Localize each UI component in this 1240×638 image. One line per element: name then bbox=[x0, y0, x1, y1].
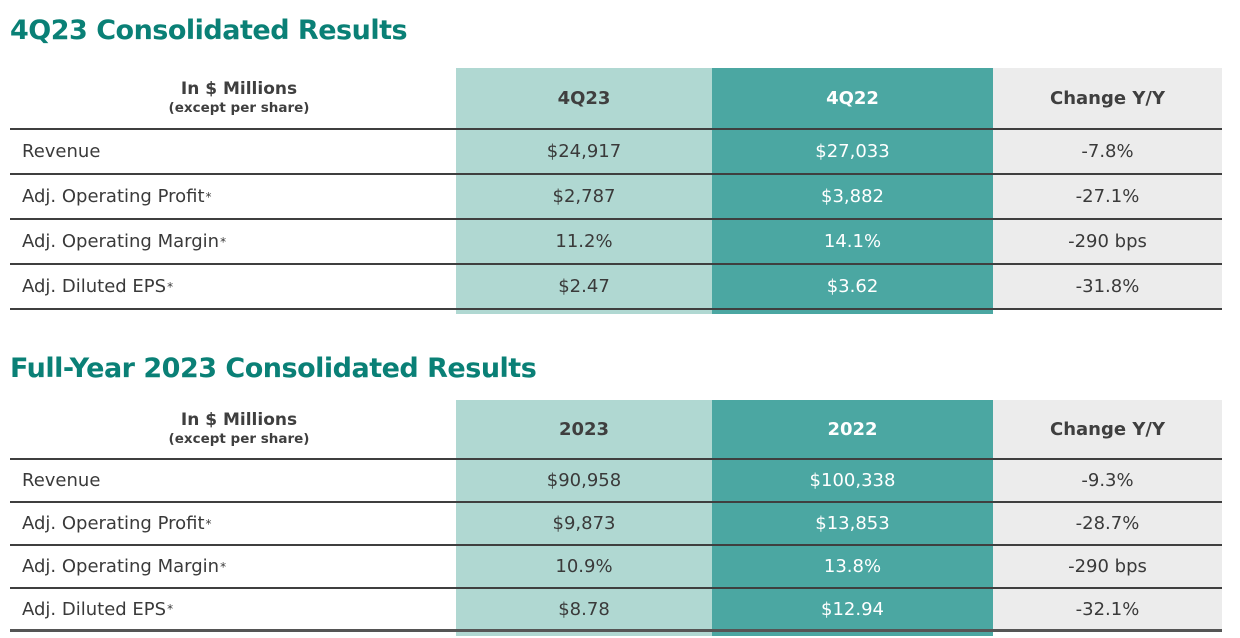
metric-label: Revenue bbox=[10, 130, 456, 173]
current-value: $8.78 bbox=[456, 589, 712, 629]
change-value: -290 bps bbox=[993, 546, 1222, 587]
prior-value: $3.62 bbox=[712, 265, 993, 308]
prior-value: $27,033 bbox=[712, 130, 993, 173]
table-row: Adj. Operating Margin * 10.9% 13.8% -290 … bbox=[10, 546, 1222, 589]
col-header-change: Change Y/Y bbox=[993, 68, 1222, 128]
metric-label: Adj. Diluted EPS * bbox=[10, 265, 456, 308]
overhang-spacer bbox=[10, 310, 456, 314]
table-bottom-color-overhang bbox=[10, 310, 1222, 314]
change-value: -7.8% bbox=[993, 130, 1222, 173]
units-line2: (except per share) bbox=[168, 431, 310, 447]
change-value: -290 bps bbox=[993, 220, 1222, 263]
overhang-prior bbox=[712, 632, 993, 636]
overhang-current bbox=[456, 310, 712, 314]
change-value: -32.1% bbox=[993, 589, 1222, 629]
prior-value: $12.94 bbox=[712, 589, 993, 629]
table-row: Adj. Operating Profit * $9,873 $13,853 -2… bbox=[10, 503, 1222, 546]
overhang-spacer bbox=[10, 632, 456, 636]
metric-label-text: Revenue bbox=[22, 141, 101, 162]
units-line1: In $ Millions bbox=[180, 79, 298, 99]
metric-label: Adj. Diluted EPS * bbox=[10, 589, 456, 629]
prior-value: $100,338 bbox=[712, 460, 993, 501]
table-full-year-results: In $ Millions (except per share) 2023 20… bbox=[10, 400, 1222, 636]
table-header-row: In $ Millions (except per share) 2023 20… bbox=[10, 400, 1222, 460]
prior-value: $13,853 bbox=[712, 503, 993, 544]
metric-label-text: Adj. Operating Profit bbox=[22, 186, 205, 207]
change-value: -9.3% bbox=[993, 460, 1222, 501]
units-line1: In $ Millions bbox=[180, 410, 298, 430]
col-header-current-period: 2023 bbox=[456, 400, 712, 458]
table-header-row: In $ Millions (except per share) 4Q23 4Q… bbox=[10, 68, 1222, 130]
current-value: 11.2% bbox=[456, 220, 712, 263]
prior-value: 13.8% bbox=[712, 546, 993, 587]
prior-value: 14.1% bbox=[712, 220, 993, 263]
metric-label-text: Adj. Diluted EPS bbox=[22, 276, 167, 297]
col-header-prior-period: 2022 bbox=[712, 400, 993, 458]
col-header-current-period: 4Q23 bbox=[456, 68, 712, 128]
change-value: -28.7% bbox=[993, 503, 1222, 544]
metric-label-text: Revenue bbox=[22, 470, 101, 491]
table-row: Adj. Operating Profit * $2,787 $3,882 -27… bbox=[10, 175, 1222, 220]
prior-value: $3,882 bbox=[712, 175, 993, 218]
overhang-prior bbox=[712, 310, 993, 314]
current-value: $90,958 bbox=[456, 460, 712, 501]
metric-label: Adj. Operating Profit * bbox=[10, 503, 456, 544]
current-value: $9,873 bbox=[456, 503, 712, 544]
metric-label: Revenue bbox=[10, 460, 456, 501]
metric-label-text: Adj. Diluted EPS bbox=[22, 598, 167, 620]
col-header-prior-period: 4Q22 bbox=[712, 68, 993, 128]
col-header-change: Change Y/Y bbox=[993, 400, 1222, 458]
table-bottom-color-overhang bbox=[10, 632, 1222, 636]
metric-label-text: Adj. Operating Profit bbox=[22, 513, 205, 534]
change-value: -27.1% bbox=[993, 175, 1222, 218]
table-row: Adj. Diluted EPS * $2.47 $3.62 -31.8% bbox=[10, 265, 1222, 310]
units-header: In $ Millions (except per share) bbox=[10, 400, 456, 458]
overhang-current bbox=[456, 632, 712, 636]
metric-label-text: Adj. Operating Margin bbox=[22, 556, 220, 577]
metric-label: Adj. Operating Margin * bbox=[10, 220, 456, 263]
table-row: Adj. Operating Margin * 11.2% 14.1% -290 … bbox=[10, 220, 1222, 265]
current-value: 10.9% bbox=[456, 546, 712, 587]
current-value: $2.47 bbox=[456, 265, 712, 308]
table-row: Adj. Diluted EPS * $8.78 $12.94 -32.1% bbox=[10, 589, 1222, 632]
table-row: Revenue $90,958 $100,338 -9.3% bbox=[10, 460, 1222, 503]
metric-label: Adj. Operating Margin * bbox=[10, 546, 456, 587]
units-header: In $ Millions (except per share) bbox=[10, 68, 456, 128]
table-row: Revenue $24,917 $27,033 -7.8% bbox=[10, 130, 1222, 175]
section-title-full-year: Full-Year 2023 Consolidated Results bbox=[10, 353, 537, 384]
metric-label: Adj. Operating Profit * bbox=[10, 175, 456, 218]
metric-label-text: Adj. Operating Margin bbox=[22, 231, 220, 252]
table-4q23-results: In $ Millions (except per share) 4Q23 4Q… bbox=[10, 68, 1222, 314]
section-title-4q23: 4Q23 Consolidated Results bbox=[10, 15, 408, 46]
current-value: $24,917 bbox=[456, 130, 712, 173]
change-value: -31.8% bbox=[993, 265, 1222, 308]
units-line2: (except per share) bbox=[168, 100, 310, 116]
overhang-spacer bbox=[993, 632, 1222, 636]
overhang-spacer bbox=[993, 310, 1222, 314]
current-value: $2,787 bbox=[456, 175, 712, 218]
